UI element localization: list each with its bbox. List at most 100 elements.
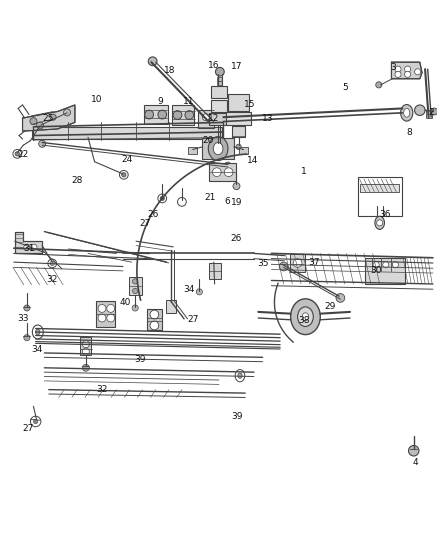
Bar	[228, 94, 249, 111]
Text: 27: 27	[139, 219, 151, 228]
Circle shape	[185, 111, 194, 119]
Circle shape	[373, 262, 379, 268]
Circle shape	[150, 321, 159, 330]
Bar	[360, 183, 399, 192]
Bar	[209, 113, 229, 125]
Circle shape	[48, 259, 57, 268]
Bar	[129, 277, 142, 295]
Text: 27: 27	[22, 424, 33, 433]
Circle shape	[395, 66, 401, 72]
Circle shape	[30, 118, 37, 125]
Text: 1: 1	[301, 167, 307, 176]
Text: 40: 40	[120, 298, 131, 307]
Circle shape	[107, 314, 115, 322]
Bar	[217, 77, 223, 80]
Bar	[144, 106, 168, 124]
Text: 9: 9	[157, 97, 163, 106]
Circle shape	[33, 419, 38, 424]
Text: 5: 5	[343, 83, 349, 92]
Circle shape	[336, 294, 345, 302]
Polygon shape	[22, 105, 75, 131]
Circle shape	[82, 364, 89, 372]
Circle shape	[405, 71, 411, 77]
Bar	[226, 111, 251, 125]
Text: 20: 20	[202, 136, 214, 146]
Ellipse shape	[375, 216, 385, 229]
Circle shape	[224, 162, 231, 169]
Text: 33: 33	[18, 314, 29, 324]
Text: 21: 21	[205, 193, 216, 202]
Text: 3: 3	[391, 63, 396, 72]
Text: 8: 8	[406, 128, 412, 138]
Ellipse shape	[404, 108, 410, 117]
Circle shape	[30, 416, 41, 427]
Circle shape	[50, 114, 56, 120]
Ellipse shape	[213, 142, 223, 155]
Text: 4: 4	[413, 458, 418, 466]
Circle shape	[409, 446, 419, 456]
Circle shape	[236, 144, 241, 149]
Text: 36: 36	[379, 211, 391, 220]
Bar	[81, 337, 91, 354]
Text: 11: 11	[183, 97, 194, 106]
Circle shape	[158, 110, 166, 119]
Text: 13: 13	[262, 115, 274, 124]
Bar	[166, 300, 177, 313]
Bar	[232, 126, 245, 136]
Circle shape	[133, 288, 138, 294]
Circle shape	[64, 109, 71, 116]
Text: 34: 34	[31, 345, 42, 354]
Polygon shape	[14, 231, 42, 253]
Text: 24: 24	[122, 155, 133, 164]
Circle shape	[82, 348, 89, 355]
Ellipse shape	[401, 104, 413, 121]
Bar	[188, 147, 197, 154]
Text: 25: 25	[42, 114, 53, 123]
Text: 27: 27	[187, 315, 198, 324]
Bar	[198, 110, 214, 128]
Ellipse shape	[290, 299, 320, 335]
Circle shape	[24, 335, 30, 341]
Circle shape	[202, 114, 209, 120]
Bar	[217, 82, 223, 85]
Circle shape	[293, 259, 302, 268]
Circle shape	[24, 305, 30, 311]
Circle shape	[145, 110, 153, 119]
Text: 22: 22	[18, 150, 29, 159]
Circle shape	[376, 82, 382, 88]
Ellipse shape	[235, 369, 245, 382]
Bar	[202, 138, 234, 159]
Text: 17: 17	[231, 62, 242, 71]
Circle shape	[82, 341, 89, 348]
Bar	[290, 254, 305, 272]
Bar	[426, 110, 431, 118]
Bar	[239, 147, 248, 154]
Circle shape	[50, 261, 54, 265]
Circle shape	[212, 168, 221, 176]
Circle shape	[415, 105, 425, 116]
Text: 2: 2	[428, 108, 434, 117]
Circle shape	[98, 314, 106, 322]
Text: 35: 35	[257, 259, 268, 268]
Circle shape	[132, 305, 138, 311]
Text: 6: 6	[225, 197, 231, 206]
Circle shape	[120, 171, 128, 179]
Text: 28: 28	[71, 175, 83, 184]
Text: 16: 16	[208, 61, 219, 70]
Circle shape	[215, 67, 224, 76]
Text: 19: 19	[231, 198, 242, 207]
Text: 29: 29	[325, 302, 336, 311]
Circle shape	[13, 149, 21, 158]
Circle shape	[160, 196, 164, 200]
Circle shape	[122, 173, 126, 177]
Bar	[211, 86, 227, 98]
Circle shape	[150, 310, 159, 319]
Circle shape	[15, 152, 19, 156]
Ellipse shape	[32, 325, 43, 339]
Circle shape	[148, 57, 157, 66]
Circle shape	[431, 108, 438, 115]
Text: 39: 39	[232, 412, 243, 421]
Circle shape	[98, 304, 106, 312]
Text: 34: 34	[184, 285, 195, 294]
Bar	[208, 263, 221, 279]
